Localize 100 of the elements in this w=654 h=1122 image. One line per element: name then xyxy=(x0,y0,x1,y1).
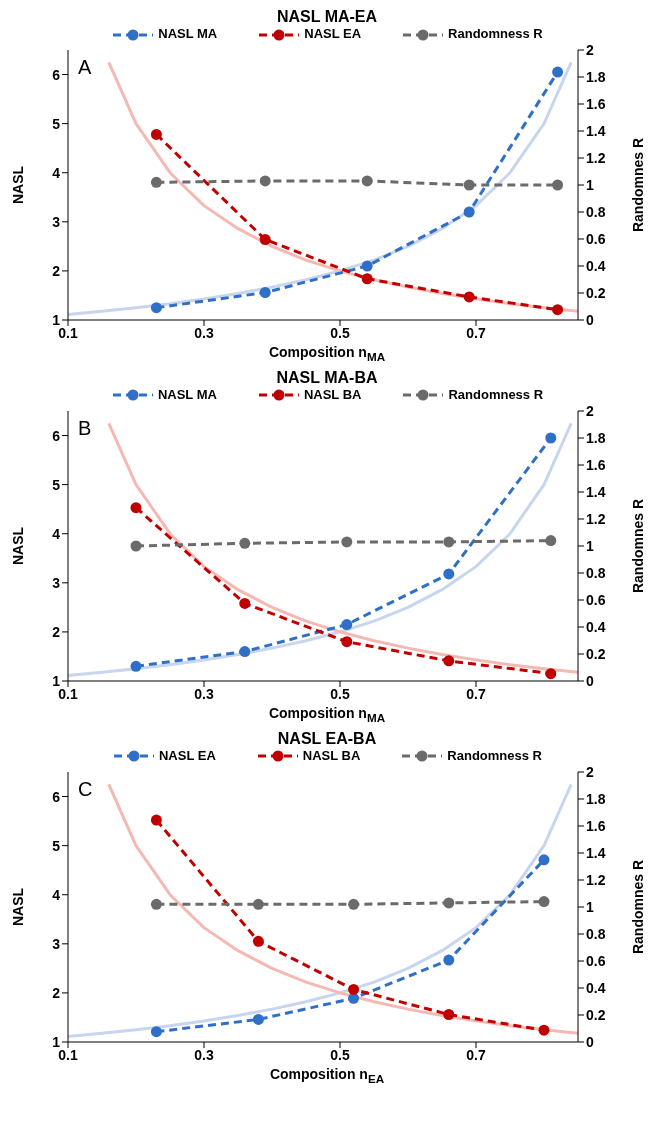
y-tick-label: 2 xyxy=(52,262,61,279)
y-tick-label: 3 xyxy=(52,935,61,952)
y2-tick-label: 1 xyxy=(586,176,594,193)
x-tick-label: 0.7 xyxy=(466,685,486,702)
y2-tick-label: 0.6 xyxy=(586,591,606,608)
y2-axis-title: Randomnes R xyxy=(629,137,646,233)
legend-label: NASL BA xyxy=(301,747,361,765)
y2-tick-label: 2 xyxy=(586,41,594,58)
point xyxy=(341,618,353,630)
y2-tick-label: 1.6 xyxy=(586,95,606,112)
y-tick-label: 6 xyxy=(52,788,61,805)
y2-tick-label: 0.2 xyxy=(586,1006,606,1023)
x-axis-title: Composition n$_{EA}$ xyxy=(268,1065,386,1085)
point xyxy=(130,502,142,514)
point xyxy=(443,568,455,580)
legend-label: NASL EA xyxy=(158,747,216,765)
point xyxy=(348,983,360,995)
y-axis-title: NASL xyxy=(9,887,26,926)
point xyxy=(150,302,162,314)
y-tick-label: 6 xyxy=(52,427,61,444)
y-tick-label: 1 xyxy=(52,1033,61,1050)
x-tick-label: 0.5 xyxy=(330,685,350,702)
y2-tick-label: 0.8 xyxy=(586,564,606,581)
point xyxy=(252,1013,264,1025)
point xyxy=(130,660,142,672)
y-tick-label: 2 xyxy=(52,623,61,640)
x-tick-label: 0.3 xyxy=(194,685,214,702)
point xyxy=(150,814,162,826)
y-tick-label: 2 xyxy=(52,984,61,1001)
y-tick-label: 3 xyxy=(52,574,61,591)
point xyxy=(463,291,475,303)
y2-tick-label: 1.8 xyxy=(586,790,606,807)
x-axis-title: Composition n$_{MA}$ xyxy=(267,344,387,363)
legend-label: Randomness R xyxy=(447,26,543,43)
annotation: B xyxy=(78,416,92,440)
y2-tick-label: 1.2 xyxy=(586,149,606,166)
y2-tick-label: 1.8 xyxy=(586,68,606,85)
y-tick-label: 5 xyxy=(52,837,61,854)
legend-label: NASL MA xyxy=(157,26,218,43)
point xyxy=(443,655,455,667)
y2-tick-label: 0.4 xyxy=(586,979,606,996)
legend-label: Randomness R xyxy=(446,747,542,765)
y2-tick-label: 0.4 xyxy=(586,618,606,635)
y2-tick-label: 1.8 xyxy=(586,429,606,446)
point xyxy=(341,636,353,648)
y-tick-label: 1 xyxy=(52,311,61,328)
point xyxy=(463,206,475,218)
y-tick-label: 4 xyxy=(52,164,61,181)
legend-label: NASL MA xyxy=(156,386,217,404)
point xyxy=(538,1024,550,1036)
y2-tick-label: 1.2 xyxy=(586,871,606,888)
legend-label: Randomness R xyxy=(447,386,544,404)
y2-tick-label: 2 xyxy=(586,763,594,780)
point xyxy=(361,273,373,285)
y-tick-label: 3 xyxy=(52,213,61,230)
legend-label: NASL BA xyxy=(302,386,362,404)
point xyxy=(239,597,251,609)
y2-tick-label: 1.6 xyxy=(586,456,606,473)
x-tick-label: 0.1 xyxy=(58,1046,78,1063)
y-axis-title: NASL xyxy=(9,526,26,565)
chart-title: NASL MA-BA xyxy=(275,368,379,387)
point xyxy=(252,935,264,947)
y2-tick-label: 2 xyxy=(586,402,594,419)
point xyxy=(443,1008,455,1020)
x-tick-label: 0.5 xyxy=(330,1046,350,1063)
y2-tick-label: 1.4 xyxy=(586,844,606,861)
y2-tick-label: 0.2 xyxy=(586,645,606,662)
chart-title: NASL EA-BA xyxy=(276,729,378,748)
y2-axis-title: Randomnes R xyxy=(629,498,646,593)
y2-tick-label: 0 xyxy=(586,1033,594,1050)
y2-tick-label: 0.6 xyxy=(586,952,606,969)
y2-tick-label: 0.8 xyxy=(586,925,606,942)
x-tick-label: 0.5 xyxy=(330,324,350,341)
annotation: A xyxy=(78,56,92,79)
y2-tick-label: 0 xyxy=(586,672,594,689)
y-tick-label: 5 xyxy=(52,476,61,493)
x-tick-label: 0.3 xyxy=(194,1046,214,1063)
x-tick-label: 0.1 xyxy=(58,685,78,702)
point xyxy=(538,853,550,865)
point xyxy=(150,1025,162,1037)
y2-tick-label: 1.6 xyxy=(586,817,606,834)
point xyxy=(361,260,373,272)
x-axis-title: Composition n$_{MA}$ xyxy=(267,704,387,724)
y-tick-label: 4 xyxy=(52,886,61,903)
point xyxy=(259,287,271,299)
point xyxy=(545,432,557,444)
point xyxy=(443,954,455,966)
y2-tick-label: 1 xyxy=(586,537,594,554)
y2-tick-label: 1.4 xyxy=(586,483,606,500)
point xyxy=(545,667,557,679)
y2-tick-label: 1.2 xyxy=(586,510,606,527)
y-tick-label: 4 xyxy=(52,525,61,542)
legend-label: NASL EA xyxy=(303,26,362,43)
y-tick-label: 6 xyxy=(52,66,61,83)
y-tick-label: 5 xyxy=(52,115,61,132)
annotation: C xyxy=(78,777,93,801)
y2-tick-label: 0.4 xyxy=(586,257,606,274)
x-tick-label: 0.3 xyxy=(194,324,214,341)
y2-axis-title: Randomnes R xyxy=(629,859,646,954)
y-tick-label: 1 xyxy=(52,672,61,689)
